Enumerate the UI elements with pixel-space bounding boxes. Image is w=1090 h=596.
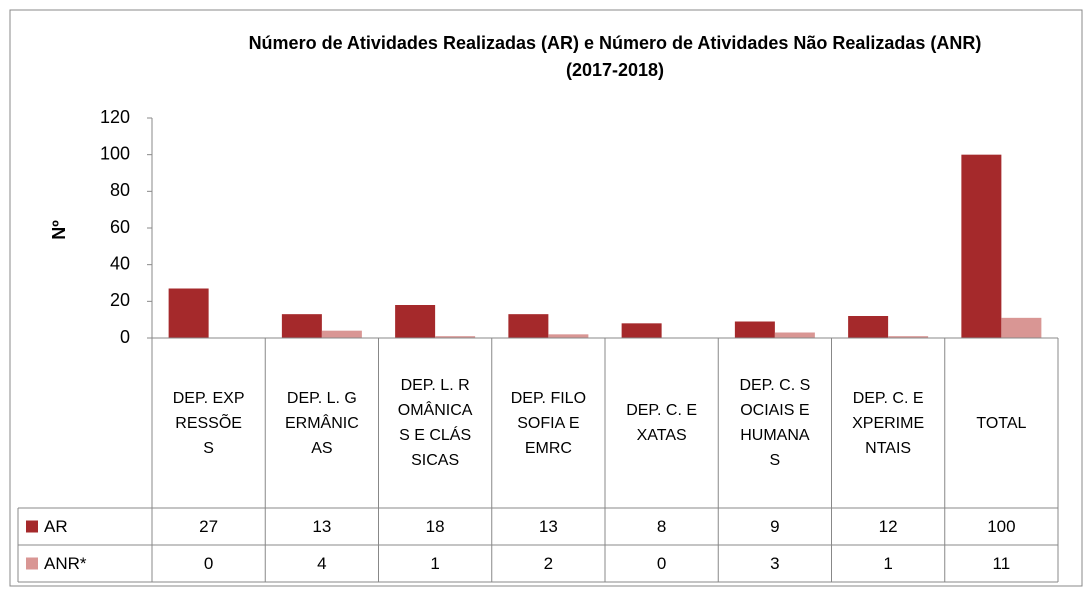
legend-label: ANR*: [44, 554, 87, 573]
bar: [168, 288, 209, 338]
table-value: 1: [883, 554, 892, 573]
chart-title: Número de Atividades Realizadas (AR) e N…: [248, 33, 982, 80]
table-value: 13: [539, 517, 558, 536]
bar: [395, 305, 436, 338]
table-value: 9: [770, 517, 779, 536]
y-tick-label: 0: [120, 327, 130, 347]
y-axis-label: Nº: [49, 220, 69, 240]
y-tick-label: 100: [100, 143, 130, 163]
category-cell: DEP. EXPRESSÕES: [152, 338, 265, 508]
category-box: DEP. C. EXPERIMENTAIS: [832, 338, 945, 508]
category-box: DEP. FILOSOFIA E EMRC: [492, 338, 605, 508]
category-box: TOTAL: [945, 338, 1058, 508]
legend-swatch: [26, 557, 38, 570]
y-tick-label: 20: [110, 290, 130, 310]
table-value: 3: [770, 554, 779, 573]
y-tick-label: 80: [110, 180, 130, 200]
bar: [888, 336, 929, 338]
title-box: Número de Atividades Realizadas (AR) e N…: [248, 33, 982, 80]
bar: [734, 321, 775, 338]
legend-label: AR: [44, 517, 68, 536]
bar: [961, 154, 1002, 338]
category-cell: DEP. C. EXPERIMENTAIS: [832, 338, 945, 508]
category-label: DEP. L. GERMÂNICAS: [284, 389, 359, 457]
bar: [435, 336, 476, 338]
category-label: DEP. FILOSOFIA E EMRC: [510, 389, 587, 457]
table-value: 0: [657, 554, 666, 573]
table-value: 12: [879, 517, 898, 536]
legend-swatch: [26, 520, 38, 533]
category-label: TOTAL: [976, 414, 1027, 432]
bar: [508, 314, 549, 338]
category-label: DEP. L. ROMÂNICAS E CLÁSSICAS: [397, 377, 473, 469]
category-label: DEP. C. EXPERIMENTAIS: [852, 389, 925, 457]
category-box: DEP. C. EXATAS: [605, 338, 718, 508]
category-label: DEP. EXPRESSÕES: [172, 389, 245, 457]
table-value: 8: [657, 517, 666, 536]
category-cell: DEP. L. GERMÂNICAS: [265, 338, 378, 508]
table-value: 100: [987, 517, 1015, 536]
table-value: 0: [204, 554, 213, 573]
category-label: DEP. C. EXATAS: [626, 402, 698, 444]
bar: [774, 332, 815, 338]
category-cell: DEP. FILOSOFIA E EMRC: [492, 338, 605, 508]
category-cell: DEP. L. ROMÂNICAS E CLÁSSICAS: [379, 338, 492, 508]
category-box: DEP. L. GERMÂNICAS: [265, 338, 378, 508]
category-cell: DEP. C. EXATAS: [605, 338, 718, 508]
bar: [321, 330, 362, 338]
bar: [548, 334, 589, 338]
bar: [621, 323, 662, 338]
category-box: DEP. EXPRESSÕES: [152, 338, 265, 508]
category-label: DEP. C. SOCIAIS E HUMANAS: [739, 377, 811, 469]
table-value: 1: [430, 554, 439, 573]
y-tick-label: 40: [110, 253, 130, 273]
table-value: 13: [312, 517, 331, 536]
bar: [1001, 317, 1042, 338]
table-value: 11: [993, 554, 1011, 573]
category-box: DEP. C. SOCIAIS E HUMANAS: [718, 338, 831, 508]
category-box: DEP. L. ROMÂNICAS E CLÁSSICAS: [379, 338, 492, 508]
table-value: 18: [426, 517, 445, 536]
table-value: 4: [317, 554, 326, 573]
y-tick-label: 120: [100, 107, 130, 127]
y-tick-label: 60: [110, 217, 130, 237]
category-cell: DEP. C. SOCIAIS E HUMANAS: [718, 338, 831, 508]
table-value: 27: [199, 517, 218, 536]
bar: [848, 316, 889, 338]
category-cell: TOTAL: [945, 338, 1058, 508]
table-value: 2: [544, 554, 553, 573]
bar: [281, 314, 322, 338]
